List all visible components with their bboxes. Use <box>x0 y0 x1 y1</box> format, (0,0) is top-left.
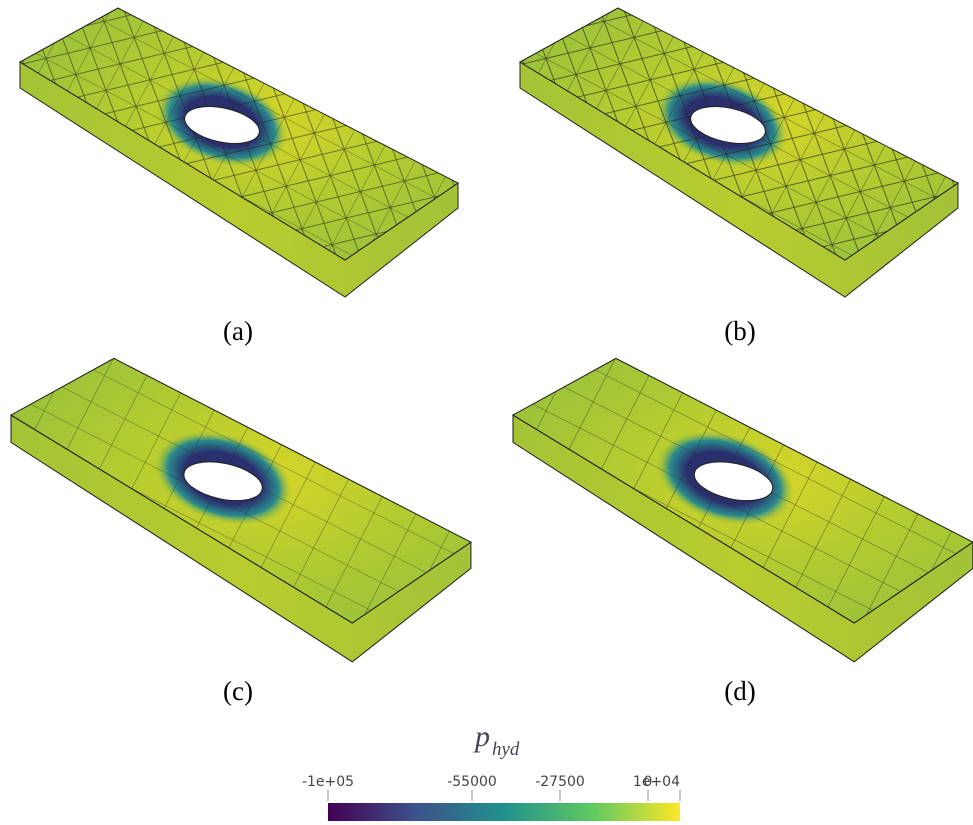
colorbar-title-subscript: hyd <box>492 739 520 760</box>
tick-label: -27500 <box>535 774 585 790</box>
panel-c <box>10 357 472 663</box>
panel-label: (c) <box>223 676 253 706</box>
panel-b <box>519 7 959 298</box>
tick-label: 1e+04 <box>633 774 680 790</box>
panel-label: (b) <box>724 316 755 346</box>
tick-label: -55000 <box>447 774 497 790</box>
colorbar-title: p <box>473 720 490 753</box>
panel-a <box>19 7 459 298</box>
tick-label: -1e+05 <box>302 774 354 790</box>
colorbar <box>328 803 680 821</box>
panel-d <box>512 357 973 663</box>
panel-label: (a) <box>223 316 253 346</box>
panel-label: (d) <box>724 676 755 706</box>
tick-label: 0 <box>644 774 653 790</box>
